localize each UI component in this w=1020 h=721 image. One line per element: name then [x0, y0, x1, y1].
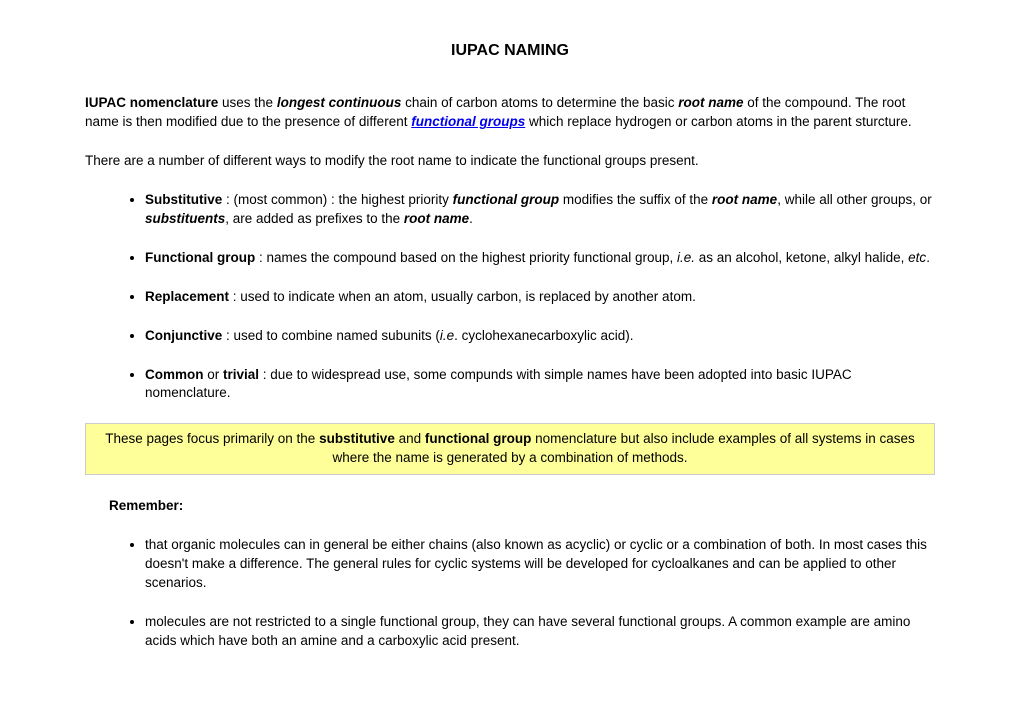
list-item: Substitutive : (most common) : the highe…: [145, 191, 935, 229]
list-item: Replacement : used to indicate when an a…: [145, 288, 935, 307]
list-item: Common or trivial : due to widespread us…: [145, 366, 935, 404]
text-span: Common: [145, 367, 204, 382]
methods-list: Substitutive : (most common) : the highe…: [85, 191, 935, 403]
intro-paragraph-2: There are a number of different ways to …: [85, 152, 935, 171]
text-span: and: [395, 431, 425, 446]
text-span: i.e: [440, 328, 454, 343]
text-span: functional group: [453, 192, 559, 207]
text-span: : names the compound based on the highes…: [255, 250, 677, 265]
highlight-box: These pages focus primarily on the subst…: [85, 423, 935, 475]
text-span: Substitutive: [145, 192, 222, 207]
text-span: functional group: [425, 431, 531, 446]
text-span: substituents: [145, 211, 225, 226]
text-span: Functional group: [145, 250, 255, 265]
text-span: IUPAC nomenclature: [85, 95, 218, 110]
list-item: that organic molecules can in general be…: [145, 536, 935, 593]
text-span: i.e.: [677, 250, 695, 265]
text-span: : (most common) : the highest priority: [222, 192, 452, 207]
text-span: chain of carbon atoms to determine the b…: [401, 95, 678, 110]
text-span: root name: [678, 95, 743, 110]
text-span: modifies the suffix of the: [559, 192, 712, 207]
text-span: root name: [712, 192, 777, 207]
functional-groups-link[interactable]: functional groups: [411, 114, 525, 129]
text-span: : used to indicate when an atom, usually…: [229, 289, 696, 304]
text-span: .: [926, 250, 930, 265]
text-span: trivial: [223, 367, 259, 382]
text-span: , while all other groups, or: [777, 192, 932, 207]
remember-list: that organic molecules can in general be…: [109, 536, 935, 650]
remember-section: Remember: that organic molecules can in …: [85, 497, 935, 650]
text-span: : used to combine named subunits (: [222, 328, 440, 343]
list-item: Conjunctive : used to combine named subu…: [145, 327, 935, 346]
text-span: longest continuous: [277, 95, 402, 110]
list-item: Functional group : names the compound ba…: [145, 249, 935, 268]
text-span: .: [469, 211, 473, 226]
page-title: IUPAC NAMING: [85, 40, 935, 62]
remember-header: Remember:: [109, 497, 935, 516]
intro-paragraph-1: IUPAC nomenclature uses the longest cont…: [85, 94, 935, 132]
text-span: substitutive: [319, 431, 395, 446]
text-span: Conjunctive: [145, 328, 222, 343]
text-span: , are added as prefixes to the: [225, 211, 404, 226]
text-span: uses the: [218, 95, 277, 110]
text-span: Replacement: [145, 289, 229, 304]
text-span: which replace hydrogen or carbon atoms i…: [525, 114, 911, 129]
list-item: molecules are not restricted to a single…: [145, 613, 935, 651]
text-span: or: [204, 367, 224, 382]
text-span: . cyclohexanecarboxylic acid).: [454, 328, 633, 343]
text-span: root name: [404, 211, 469, 226]
text-span: etc: [908, 250, 926, 265]
text-span: as an alcohol, ketone, alkyl halide,: [695, 250, 908, 265]
text-span: These pages focus primarily on the: [105, 431, 319, 446]
